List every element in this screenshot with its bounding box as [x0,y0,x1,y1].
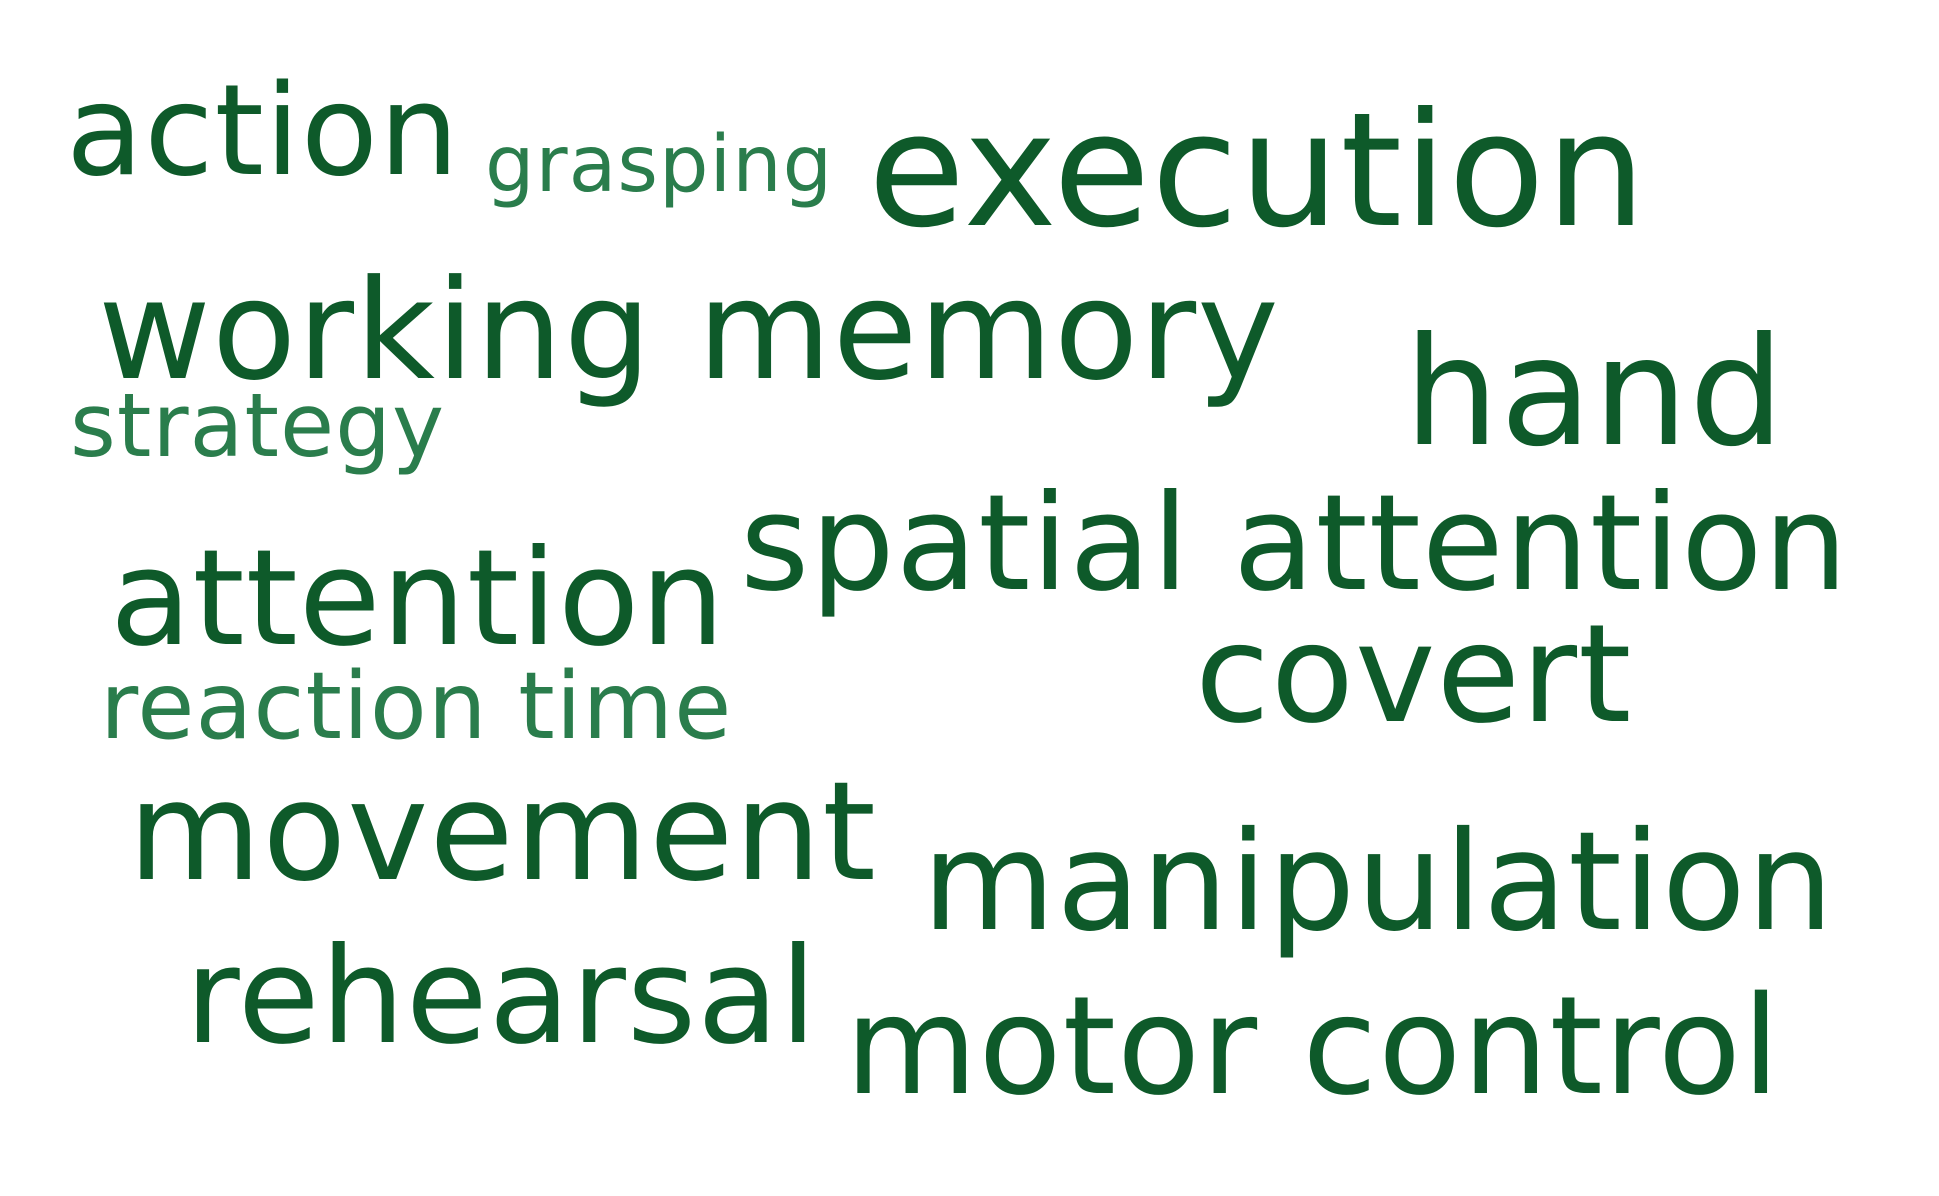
word-manipulation: manipulation [922,803,1835,962]
word-spatial-attention: spatial attention [740,467,1849,621]
word-covert: covert [1195,596,1633,754]
word-rehearsal: rehearsal [185,920,818,1074]
word-hand: hand [1404,306,1786,480]
word-grasping: grasping [485,120,834,210]
word-movement: movement [128,753,877,912]
word-motor-control: motor control [845,968,1781,1126]
word-strategy: strategy [70,374,446,477]
word-action: action [66,57,460,204]
word-execution: execution [868,79,1647,263]
word-working-memory: working memory [98,250,1280,411]
word-attention: attention [110,522,726,676]
word-reaction-time: reaction time [100,652,733,760]
